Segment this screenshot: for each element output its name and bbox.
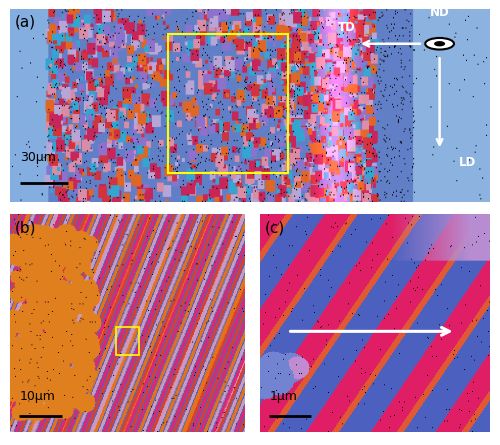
Text: LD: LD xyxy=(459,156,476,169)
Text: TD: TD xyxy=(338,21,355,34)
Text: 1μm: 1μm xyxy=(269,390,297,403)
Circle shape xyxy=(425,38,454,49)
Text: ND: ND xyxy=(430,6,450,19)
Circle shape xyxy=(435,42,444,46)
Text: 30μm: 30μm xyxy=(20,151,56,164)
Bar xyxy=(168,34,288,174)
Text: (c): (c) xyxy=(264,220,285,235)
Text: (a): (a) xyxy=(15,15,36,30)
Text: 10μm: 10μm xyxy=(20,390,56,403)
Text: (b): (b) xyxy=(14,220,36,235)
Bar xyxy=(116,327,139,355)
